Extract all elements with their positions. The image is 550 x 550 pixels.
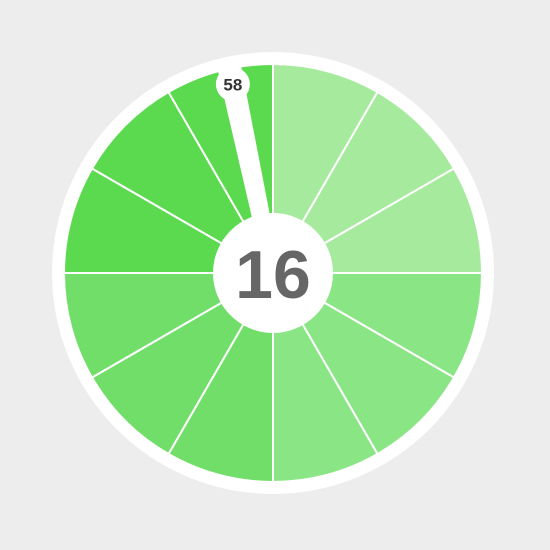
center-value: 16 [235,237,311,313]
dial-segment[interactable] [270,270,456,456]
dial-segment[interactable] [270,90,456,276]
dial-segment[interactable] [90,270,276,456]
hand-label-badge [215,67,250,102]
dial-segment[interactable] [90,90,276,276]
hand-label: 58 [223,76,242,95]
center-disc [213,213,333,333]
